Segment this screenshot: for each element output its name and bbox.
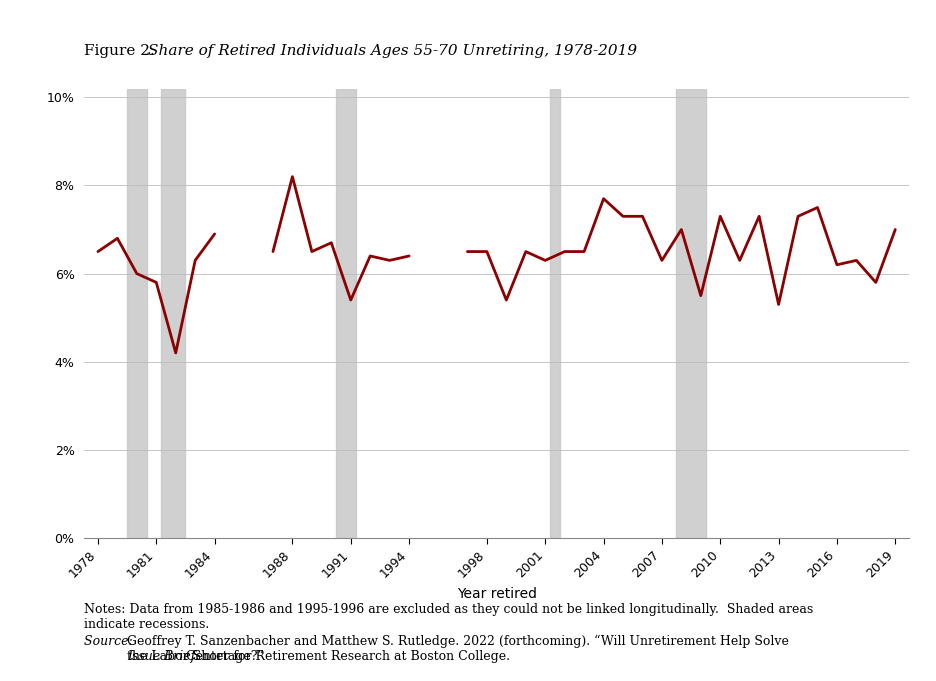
Text: Figure 2.: Figure 2. [84,44,160,59]
Text: Geoffrey T. Sanzenbacher and Matthew S. Rutledge. 2022 (forthcoming). “Will Unre: Geoffrey T. Sanzenbacher and Matthew S. … [127,635,788,663]
Text: Notes: Data from 1985-1986 and 1995-1996 are excluded as they could not be linke: Notes: Data from 1985-1986 and 1995-1996… [84,603,812,631]
X-axis label: Year retired: Year retired [456,587,536,601]
Bar [161,89,185,538]
Bar [549,89,559,538]
Bar [676,89,705,538]
Text: Source:: Source: [84,635,137,648]
Text: Center for Retirement Research at Boston College.: Center for Retirement Research at Boston… [182,635,509,663]
Bar [336,89,356,538]
Text: Issue Brief.: Issue Brief. [127,635,199,663]
Bar [127,89,146,538]
Text: Share of Retired Individuals Ages 55-70 Unretiring, 1978-2019: Share of Retired Individuals Ages 55-70 … [148,44,636,59]
